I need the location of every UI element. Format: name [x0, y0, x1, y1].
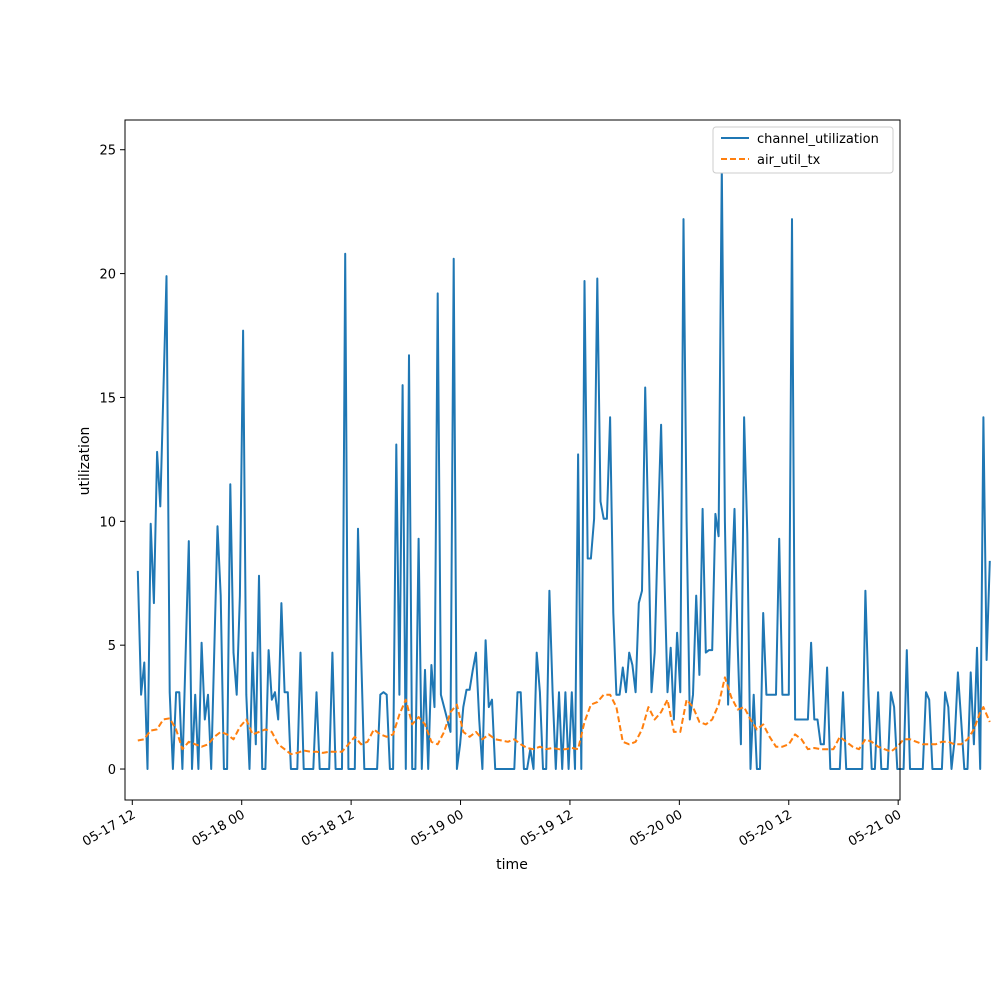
y-tick-label: 20 — [99, 268, 116, 283]
y-tick-label: 25 — [99, 144, 116, 159]
legend-label-air-util-tx: air_util_tx — [757, 153, 821, 168]
legend-label-channel-utilization: channel_utilization — [757, 132, 879, 147]
y-axis: 0 5 10 15 20 25 — [99, 144, 125, 778]
y-tick-label: 15 — [99, 391, 116, 406]
y-tick-label: 0 — [108, 763, 116, 778]
series-line-air-util-tx — [137, 676, 991, 756]
legend: channel_utilization air_util_tx — [712, 126, 894, 174]
series-line-channel-utilization — [136, 166, 991, 770]
plot-frame — [124, 119, 901, 801]
y-tick-label: 10 — [99, 515, 116, 530]
legend-frame — [712, 126, 894, 174]
series-layer — [136, 166, 991, 770]
y-tick-label: 5 — [108, 639, 116, 654]
y-axis-label: utilization — [77, 427, 93, 496]
x-axis-label: time — [496, 857, 528, 873]
